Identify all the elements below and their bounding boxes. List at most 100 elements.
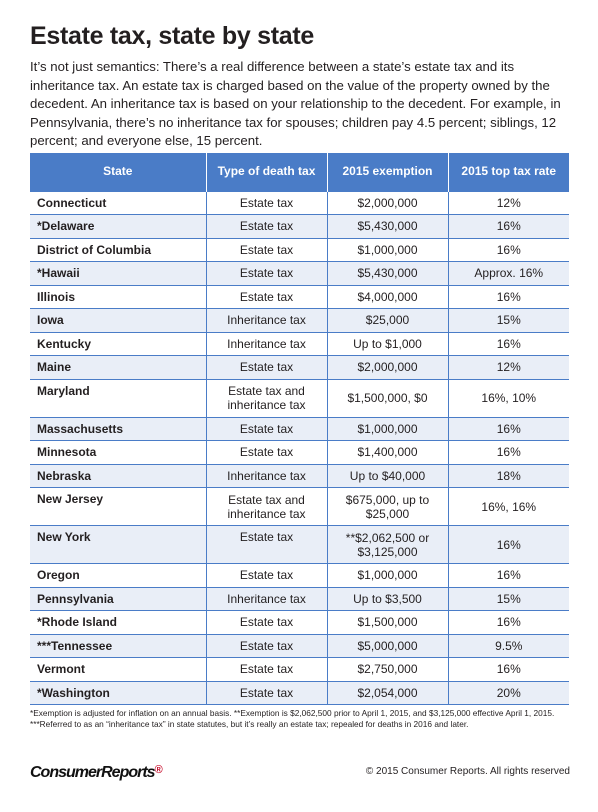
table-row: Kentucky Inheritance tax Up to $1,000 16% [30, 331, 569, 356]
table-row: ***Tennessee Estate tax $5,000,000 9.5% [30, 633, 569, 658]
cell-exemption: Up to $40,000 [326, 463, 448, 488]
cell-exemption: $2,054,000 [326, 680, 448, 705]
cell-state: ***Tennessee [30, 633, 206, 658]
cell-exemption: $25,000 [326, 308, 448, 332]
cell-type: Estate tax [205, 237, 327, 262]
cell-rate: 15% [447, 586, 569, 611]
table-row: Illinois Estate tax $4,000,000 16% [30, 284, 569, 309]
table-header-row: State Type of death tax 2015 exemption 2… [30, 153, 569, 191]
cell-state: Massachusetts [30, 416, 206, 441]
copyright: © 2015 Consumer Reports. All rights rese… [365, 766, 570, 777]
table-row: Minnesota Estate tax $1,400,000 16% [30, 440, 569, 464]
cell-exemption: $2,000,000 [326, 190, 448, 215]
table-row: *Rhode Island Estate tax $1,500,000 16% [30, 610, 569, 634]
cell-state: Oregon [30, 563, 206, 587]
cell-exemption: $1,500,000, $0 [326, 378, 448, 417]
cell-rate: 12% [447, 190, 569, 215]
table-row: Maryland Estate tax and inheritance tax $1… [30, 378, 569, 417]
cell-type: Inheritance tax [205, 586, 327, 611]
cell-exemption: $675,000, up to $25,000 [326, 487, 448, 526]
cell-state: Iowa [30, 308, 206, 332]
cell-exemption: $1,400,000 [326, 440, 448, 464]
cell-exemption: **$2,062,500 or $3,125,000 [326, 525, 448, 564]
cell-state: Maryland [30, 378, 206, 417]
cell-exemption: $1,000,000 [326, 416, 448, 441]
cell-exemption: $5,430,000 [326, 214, 448, 238]
cell-rate: 16% [447, 525, 569, 564]
cell-type: Inheritance tax [205, 308, 327, 332]
cell-state: Illinois [30, 284, 206, 309]
table-row: Vermont Estate tax $2,750,000 16% [30, 657, 569, 681]
cell-exemption: $1,000,000 [326, 563, 448, 587]
logo-registered-mark: ® [154, 764, 163, 776]
cell-exemption: $2,000,000 [326, 355, 448, 379]
cell-exemption: Up to $1,000 [326, 331, 448, 356]
table-row: *Delaware Estate tax $5,430,000 16% [30, 214, 569, 238]
cell-type: Estate tax [205, 214, 327, 238]
cell-type: Estate tax [205, 610, 327, 634]
cell-type: Inheritance tax [205, 463, 327, 488]
table-row: New York Estate tax **$2,062,500 or $3,125… [30, 525, 569, 564]
table-row: *Washington Estate tax $2,054,000 20% [30, 680, 569, 705]
cell-exemption: $1,500,000 [326, 610, 448, 634]
header-state: State [30, 153, 206, 191]
cell-state: Minnesota [30, 440, 206, 464]
intro-paragraph: It’s not just semantics: There’s a real … [30, 59, 561, 148]
cell-type: Estate tax [205, 657, 327, 681]
table-row: Oregon Estate tax $1,000,000 16% [30, 563, 569, 587]
consumer-reports-logo: ConsumerReports® [30, 764, 163, 782]
cell-rate: 16% [447, 284, 569, 309]
cell-state: *Hawaii [30, 261, 206, 285]
header-rate: 2015 top tax rate [447, 153, 569, 191]
cell-rate: 15% [447, 308, 569, 332]
cell-type: Estate tax [205, 355, 327, 379]
cell-rate: 16%, 16% [447, 487, 569, 526]
cell-type: Inheritance tax [205, 331, 327, 356]
table-row: *Hawaii Estate tax $5,430,000 Approx. 16% [30, 261, 569, 285]
cell-type: Estate tax [205, 416, 327, 441]
cell-state: Nebraska [30, 463, 206, 488]
cell-rate: 9.5% [447, 633, 569, 658]
footnote: *Exemption is adjusted for inflation on … [30, 708, 555, 729]
cell-type: Estate tax and inheritance tax [205, 487, 327, 526]
cell-rate: 20% [447, 680, 569, 705]
cell-rate: 16% [447, 331, 569, 356]
cell-rate: 16% [447, 440, 569, 464]
cell-type: Estate tax [205, 633, 327, 658]
cell-rate: 18% [447, 463, 569, 488]
cell-rate: 12% [447, 355, 569, 379]
cell-state: New York [30, 525, 206, 564]
cell-rate: 16%, 10% [447, 378, 569, 417]
cell-state: Vermont [30, 657, 206, 681]
cell-exemption: Up to $3,500 [326, 586, 448, 611]
cell-type: Estate tax [205, 440, 327, 464]
cell-state: New Jersey [30, 487, 206, 526]
cell-rate: 16% [447, 610, 569, 634]
cell-exemption: $1,000,000 [326, 237, 448, 262]
cell-type: Estate tax [205, 261, 327, 285]
table-row: Pennsylvania Inheritance tax Up to $3,500 1… [30, 586, 569, 611]
table-row: Nebraska Inheritance tax Up to $40,000 18% [30, 463, 569, 488]
cell-rate: 16% [447, 214, 569, 238]
cell-state: Maine [30, 355, 206, 379]
cell-rate: Approx. 16% [447, 261, 569, 285]
cell-state: *Rhode Island [30, 610, 206, 634]
table-row: New Jersey Estate tax and inheritance tax… [30, 487, 569, 526]
cell-type: Estate tax [205, 563, 327, 587]
cell-rate: 16% [447, 657, 569, 681]
header-exemption: 2015 exemption [326, 153, 448, 191]
cell-type: Estate tax and inheritance tax [205, 378, 327, 417]
cell-rate: 16% [447, 563, 569, 587]
cell-exemption: $5,000,000 [326, 633, 448, 658]
cell-type: Estate tax [205, 190, 327, 215]
cell-rate: 16% [447, 416, 569, 441]
cell-type: Estate tax [205, 680, 327, 705]
table-row: District of Columbia Estate tax $1,000,000… [30, 237, 569, 262]
cell-state: *Delaware [30, 214, 206, 238]
estate-tax-table: State Type of death tax 2015 exemption 2… [30, 153, 569, 705]
header-type: Type of death tax [205, 153, 327, 191]
cell-state: *Washington [30, 680, 206, 705]
cell-state: Pennsylvania [30, 586, 206, 611]
cell-exemption: $2,750,000 [326, 657, 448, 681]
cell-state: District of Columbia [30, 237, 206, 262]
